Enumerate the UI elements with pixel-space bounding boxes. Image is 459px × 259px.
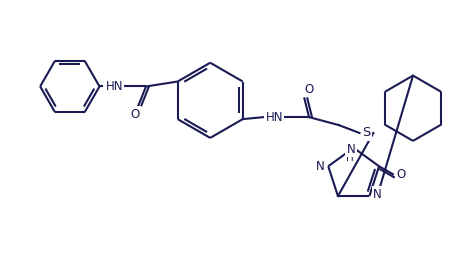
- Text: HN: HN: [266, 111, 283, 124]
- Text: O: O: [130, 108, 140, 121]
- Text: O: O: [396, 168, 405, 181]
- Text: S: S: [362, 126, 370, 139]
- Text: N: N: [373, 188, 381, 201]
- Text: HN: HN: [106, 80, 123, 93]
- Text: O: O: [304, 83, 313, 96]
- Text: N: N: [347, 143, 356, 156]
- Text: N: N: [316, 160, 325, 173]
- Text: H: H: [346, 153, 353, 163]
